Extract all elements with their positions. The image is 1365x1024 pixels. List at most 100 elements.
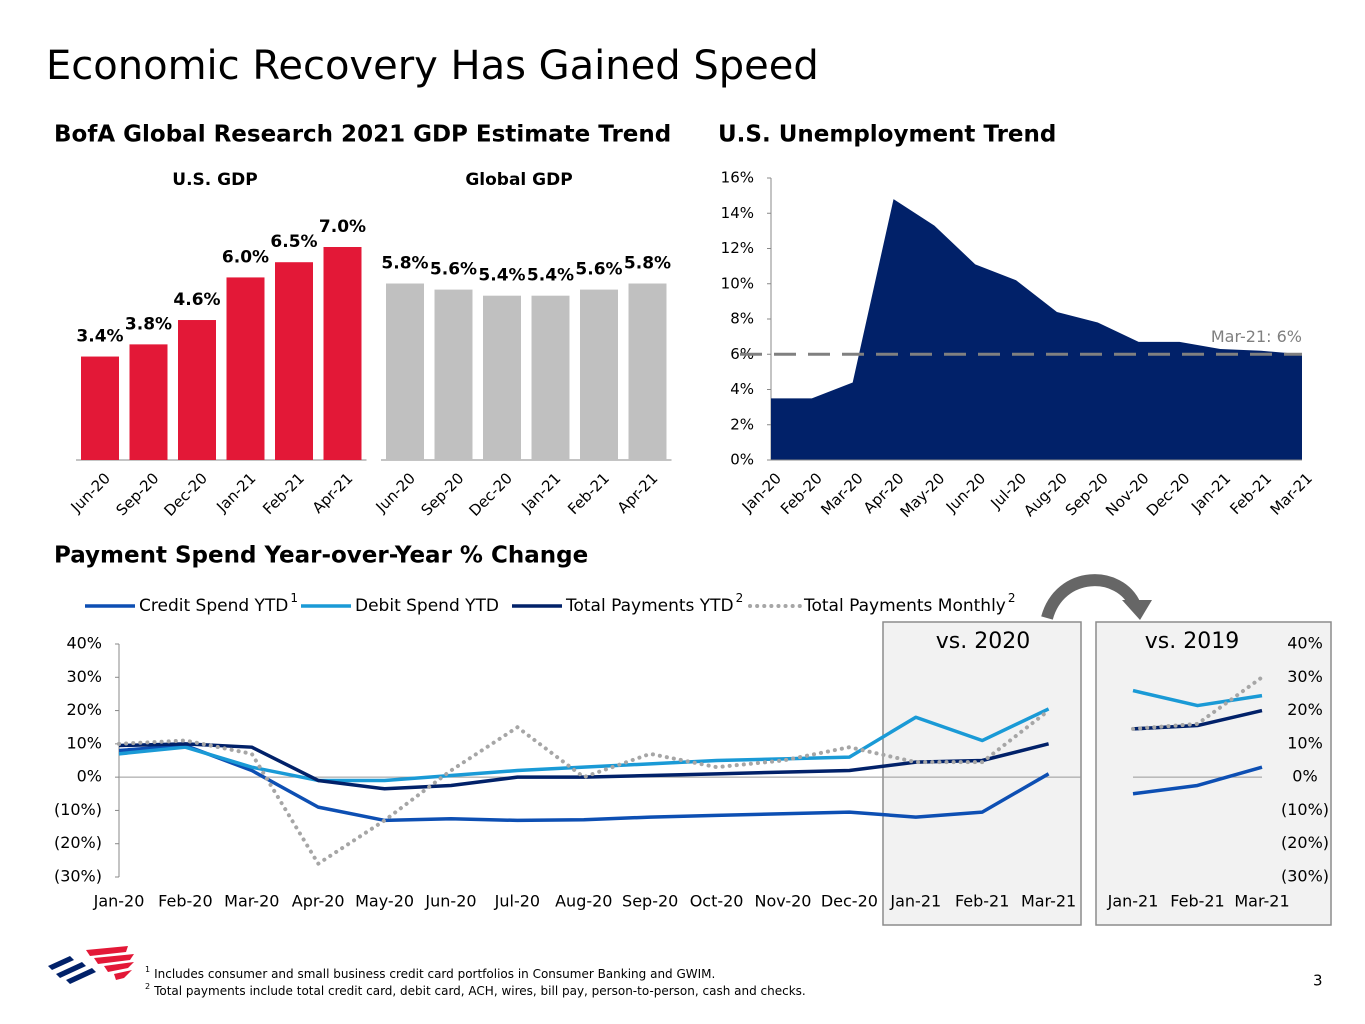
y-tick-label: 12%	[721, 239, 754, 257]
legend-note: 2	[1008, 591, 1016, 605]
x-tick-label: Jan-20	[738, 469, 785, 516]
bar	[226, 277, 265, 460]
x-tick-label: May-20	[355, 892, 414, 911]
reference-label: Mar-21: 6%	[1211, 327, 1302, 346]
x-tick-label: Mar-21	[1021, 892, 1076, 911]
highlight-panel	[1095, 621, 1332, 926]
y-tick-label: 20%	[1287, 700, 1323, 719]
legend-name: Debit Spend YTD	[355, 596, 499, 616]
y-tick-label: (20%)	[54, 833, 102, 852]
value-label: 4.6%	[173, 290, 220, 310]
y-tick-label: 16%	[721, 169, 754, 187]
y-tick-label: 0%	[730, 451, 754, 469]
value-label: 5.6%	[430, 260, 477, 280]
x-tick-label: Oct-20	[690, 892, 744, 911]
arrow-head	[1122, 600, 1152, 620]
series-line	[1131, 675, 1264, 731]
logo	[48, 946, 134, 984]
x-tick-label: Nov-20	[755, 892, 812, 911]
y-tick-label: 14%	[721, 204, 754, 222]
y-tick-label: 10%	[66, 733, 102, 752]
legend-name: Total Payments Monthly	[803, 596, 1006, 616]
y-tick-label: (30%)	[1281, 867, 1329, 886]
footnote-mark: 1	[145, 965, 150, 974]
x-tick-label: Feb-21	[955, 892, 1009, 911]
chart-title: U.S. GDP	[172, 170, 257, 190]
bar	[386, 283, 424, 460]
legend-label: Credit Spend YTD 1	[139, 591, 298, 617]
legend-note: 1	[290, 591, 298, 605]
y-tick-label: 20%	[66, 700, 102, 719]
series-line	[1132, 688, 1263, 708]
footnote-text: Total payments include total credit card…	[153, 984, 806, 998]
legend-name: Credit Spend YTD	[139, 596, 288, 616]
x-tick-label: Jan-20	[93, 892, 145, 911]
x-tick-label: Feb-21	[1226, 469, 1275, 518]
value-label: 5.8%	[624, 254, 671, 274]
y-tick-label: (10%)	[54, 800, 102, 819]
x-tick-label: Jan-21	[889, 892, 941, 911]
x-tick-label: Mar-21	[1267, 469, 1316, 518]
value-label: 3.8%	[125, 314, 172, 334]
footnote-mark: 2	[145, 982, 150, 991]
series-line	[117, 708, 1051, 866]
footnotes: 1 Includes consumer and small business cr…	[145, 965, 806, 998]
bar	[323, 247, 362, 460]
x-tick-label: Dec-20	[821, 892, 878, 911]
footnote-text: Includes consumer and small business cre…	[154, 967, 715, 981]
bar	[178, 320, 216, 460]
y-tick-label: (10%)	[1281, 800, 1329, 819]
bar	[483, 295, 521, 460]
section-heading: U.S. Unemployment Trend	[718, 122, 1056, 148]
y-tick-label: 10%	[721, 274, 754, 292]
x-tick-label: Aug-20	[1020, 469, 1071, 520]
x-tick-label: Sep-20	[622, 892, 678, 911]
series-line	[118, 707, 1050, 783]
x-tick-label: Feb-20	[158, 892, 212, 911]
x-tick-label: Dec-20	[160, 469, 211, 520]
legend-note: 2	[736, 591, 744, 605]
arrow	[1041, 574, 1141, 620]
page-number: 3	[1313, 972, 1323, 990]
x-tick-label: Mar-20	[224, 892, 279, 911]
x-tick-label: Feb-20	[777, 469, 826, 518]
x-tick-label: Mar-20	[817, 469, 866, 518]
x-tick-label: Jul-20	[494, 892, 540, 911]
x-tick-label: May-20	[897, 469, 949, 521]
chart-title: Global GDP	[465, 170, 572, 190]
bar	[580, 289, 618, 460]
bar	[81, 356, 119, 460]
value-label: 3.4%	[76, 327, 123, 347]
x-tick-label: Aug-20	[555, 892, 612, 911]
y-tick-label: 30%	[1287, 667, 1323, 686]
value-label: 6.0%	[222, 247, 269, 267]
y-tick-label: (20%)	[1281, 833, 1329, 852]
x-tick-label: Jun-20	[424, 892, 476, 911]
y-tick-label: 2%	[730, 415, 754, 433]
panel-label: vs. 2020	[936, 629, 1030, 654]
x-tick-label: Feb-21	[1170, 892, 1224, 911]
x-tick-label: Jan-21	[517, 469, 564, 516]
x-tick-label: Dec-20	[1143, 469, 1194, 520]
highlight-panel	[882, 621, 1082, 926]
y-tick-label: 4%	[730, 380, 754, 398]
x-tick-label: Nov-20	[1102, 469, 1152, 519]
x-tick-label: Jun-20	[67, 469, 114, 516]
y-tick-label: 0%	[77, 767, 102, 786]
bar	[434, 289, 473, 460]
x-tick-label: Sep-20	[417, 469, 467, 519]
bar	[129, 344, 168, 460]
value-label: 6.5%	[270, 232, 317, 252]
x-tick-label: Jan-21	[1107, 892, 1159, 911]
x-tick-label: Jan-21	[212, 469, 259, 516]
value-label: 5.6%	[575, 260, 622, 280]
x-tick-label: Dec-20	[465, 469, 516, 520]
x-tick-label: Sep-20	[112, 469, 162, 519]
bar	[275, 262, 313, 460]
value-label: 5.4%	[527, 266, 574, 286]
value-label: 7.0%	[319, 217, 366, 237]
x-tick-label: Jun-20	[942, 469, 989, 516]
footnote: 2 Total payments include total credit car…	[145, 982, 806, 998]
x-tick-label: Jan-21	[1187, 469, 1234, 516]
